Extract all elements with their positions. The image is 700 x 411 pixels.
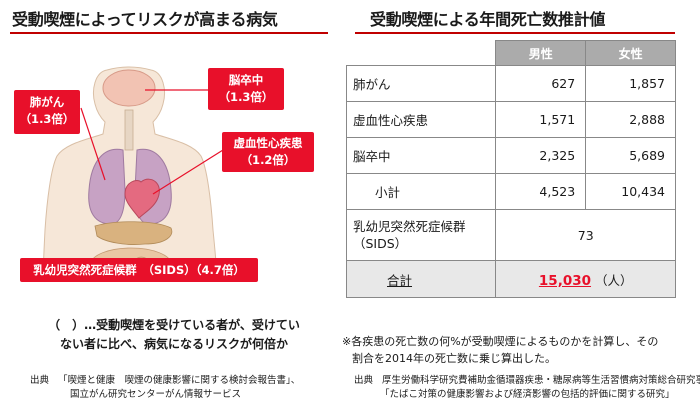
sids-row: 乳幼児突然死症候群 （SIDS） 73	[345, 209, 676, 261]
lung-cancer-label: 肺がん	[29, 95, 65, 109]
heart-disease-callout: 虚血性心疾患 （1.2倍）	[222, 132, 314, 172]
total-value: 15,030	[538, 272, 592, 289]
stroke-label: 脳卒中	[228, 73, 264, 87]
table-header-row: 男性 女性	[346, 40, 676, 66]
risk-ratio-note-line1: （ ）…受動喫煙を受けている者が、受けてい	[48, 318, 300, 332]
calculation-note: ※各疾患の死亡数の何%が受動喫煙によるものかを計算し、その 割合を2014年の死…	[342, 333, 692, 367]
subtotal-label: 小計	[345, 173, 497, 210]
row-label: 肺がん	[345, 65, 497, 102]
brain-organ	[102, 69, 156, 107]
lung-cancer-callout: 肺がん （1.3倍）	[14, 90, 80, 134]
header-male: 男性	[495, 40, 587, 66]
heart-disease-ratio: （1.2倍）	[240, 153, 296, 167]
left-title-underline	[10, 32, 328, 34]
subtotal-male: 4,523	[495, 173, 587, 210]
risk-ratio-note: （ ）…受動喫煙を受けている者が、受けてい ない者に比べ、病気になるリスクが何倍…	[24, 316, 324, 354]
subtotal-row: 小計 4,523 10,434	[345, 173, 676, 210]
total-row: 合計 15,030 （人）	[345, 260, 676, 298]
right-source-label: 出典	[354, 375, 374, 386]
total-label: 合計	[345, 260, 497, 298]
header-empty	[346, 40, 496, 66]
left-source-line2: 国立がん研究センターがん情報サービス	[70, 389, 242, 400]
table-row: 虚血性心疾患 1,571 2,888	[345, 101, 676, 138]
total-cell: 15,030 （人）	[495, 260, 676, 298]
risk-ratio-note-line2: ない者に比べ、病気になるリスクが何倍か	[59, 337, 288, 351]
right-source-line1: 厚生労働科学研究費補助金循環器疾患・糖尿病等生活習慣病対策総合研究事業	[382, 375, 700, 386]
total-unit: （人）	[595, 272, 633, 288]
row-label: 脳卒中	[345, 137, 497, 174]
row-label: 虚血性心疾患	[345, 101, 497, 138]
table-row: 肺がん 627 1,857	[345, 65, 676, 102]
female-value: 2,888	[585, 101, 676, 138]
left-title: 受動喫煙によってリスクが高まる病気	[12, 10, 278, 29]
calculation-note-line1: ※各疾患の死亡数の何%が受動喫煙によるものかを計算し、その	[342, 335, 659, 348]
left-source: 出典 「喫煙と健康 喫煙の健康影響に関する検討会報告書」、 国立がん研究センターが…	[30, 374, 300, 402]
lungs-organ	[88, 148, 126, 225]
sids-label: 乳幼児突然死症候群 （SIDS）	[345, 209, 497, 261]
female-value: 5,689	[585, 137, 676, 174]
stroke-callout: 脳卒中 （1.3倍）	[208, 68, 284, 110]
calculation-note-line2: 割合を2014年の死亡数に乗じ算出した。	[352, 352, 556, 365]
lung-cancer-ratio: （1.3倍）	[19, 112, 75, 126]
male-value: 2,325	[495, 137, 587, 174]
sids-callout: 乳幼児突然死症候群 （SIDS）（4.7倍）	[20, 258, 258, 282]
male-value: 1,571	[495, 101, 587, 138]
left-source-label: 出典	[30, 375, 50, 386]
heart-organ	[124, 178, 160, 219]
sids-label-line1: 乳幼児突然死症候群	[353, 219, 466, 234]
header-female: 女性	[585, 40, 676, 66]
subtotal-female: 10,434	[585, 173, 676, 210]
left-source-line1: 「喫煙と健康 喫煙の健康影響に関する検討会報告書」、	[58, 375, 301, 386]
right-title: 受動喫煙による年間死亡数推計値	[370, 10, 606, 29]
right-source-line2: 「たばこ対策の健康影響および経済影響の包括的評価に関する研究」	[380, 389, 675, 400]
male-value: 627	[495, 65, 587, 102]
table-row: 脳卒中 2,325 5,689	[345, 137, 676, 174]
right-source: 出典 厚生労働科学研究費補助金循環器疾患・糖尿病等生活習慣病対策総合研究事業 「た…	[354, 374, 700, 402]
sids-value: 73	[495, 209, 676, 261]
female-value: 1,857	[585, 65, 676, 102]
sids-label-line2: （SIDS）	[353, 236, 408, 251]
right-title-underline	[355, 32, 675, 34]
death-estimate-table: 男性 女性 肺がん 627 1,857 虚血性心疾患 1,571 2,888 脳…	[345, 40, 676, 298]
heart-disease-label: 虚血性心疾患	[233, 136, 303, 150]
stroke-ratio: （1.3倍）	[218, 90, 274, 104]
